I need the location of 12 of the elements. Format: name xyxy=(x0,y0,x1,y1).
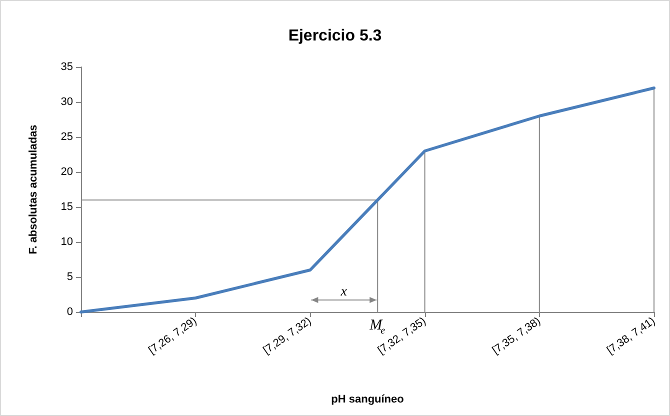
chart-title: Ejercicio 5.3 xyxy=(288,28,382,44)
y-tick-label: 20 xyxy=(60,166,73,178)
y-tick-label: 10 xyxy=(60,236,73,248)
y-tick-label: 35 xyxy=(60,61,73,73)
y-tick-label: 0 xyxy=(66,306,73,318)
y-tick-label: 15 xyxy=(60,201,73,213)
x-axis-title: pH sanguíneo xyxy=(331,394,404,406)
y-axis-title: F. absolutas acumuladas xyxy=(28,124,40,254)
y-tick-label: 25 xyxy=(60,131,73,143)
annotation: x xyxy=(340,284,348,300)
y-tick-label: 5 xyxy=(66,271,73,283)
y-tick-label: 30 xyxy=(60,96,73,108)
